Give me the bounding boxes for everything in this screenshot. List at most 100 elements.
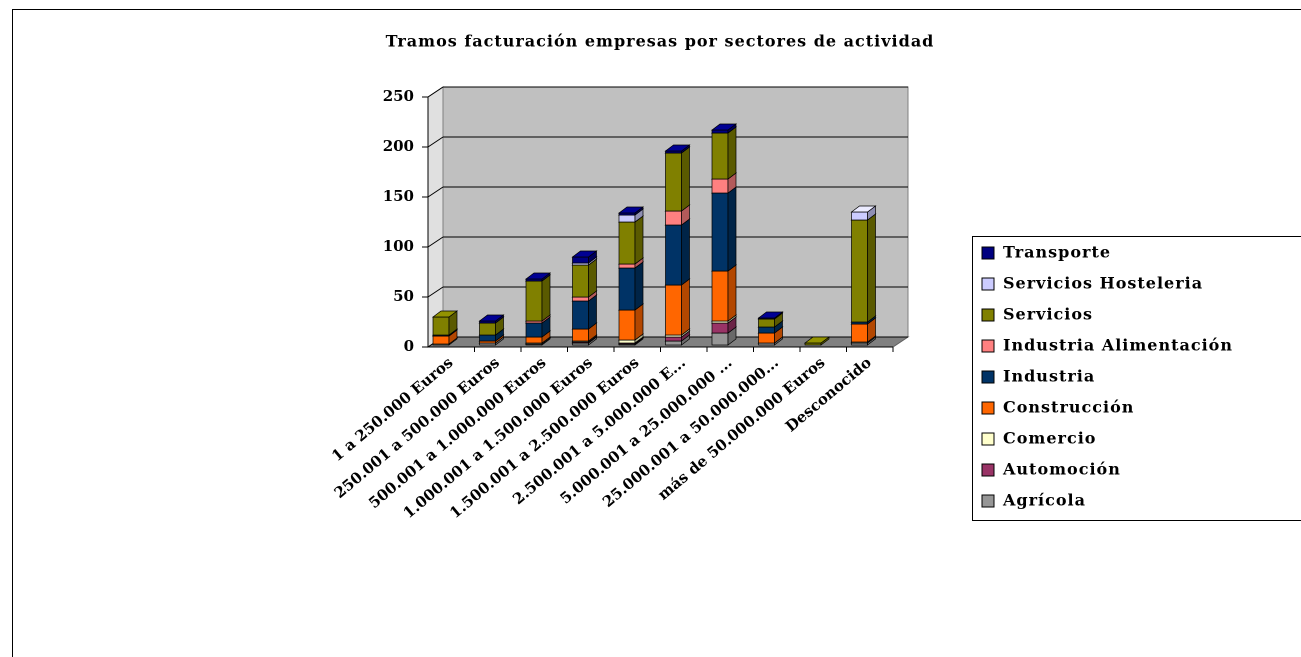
legend-label: Comercio <box>1003 429 1096 448</box>
legend-swatch <box>981 494 995 508</box>
bar <box>432 316 450 336</box>
bar-segment <box>431 310 459 336</box>
bar-top <box>803 336 831 344</box>
bar-side <box>681 146 690 212</box>
bar <box>665 152 682 212</box>
bar-segment <box>524 274 552 322</box>
grid-line-side <box>427 236 444 248</box>
bar <box>618 267 636 311</box>
bar-side <box>681 278 690 336</box>
bar-segment <box>710 264 738 322</box>
bar <box>572 264 589 298</box>
bar <box>665 340 682 346</box>
bar-segment <box>617 261 645 311</box>
legend-label: Automoción <box>1002 460 1121 479</box>
bar <box>851 219 868 323</box>
bar-segment <box>664 144 691 154</box>
grid-line-side <box>427 286 444 298</box>
legend-swatch <box>981 432 995 446</box>
legend-label: Transporte <box>1003 243 1111 262</box>
bar <box>711 132 729 180</box>
bar <box>618 221 636 265</box>
bar-segment <box>757 311 784 320</box>
bar <box>479 334 496 342</box>
bar-side <box>727 186 737 272</box>
bar-top <box>524 272 552 280</box>
bar <box>711 332 729 346</box>
bar <box>665 210 682 226</box>
bar-segment <box>617 206 645 216</box>
bar-top <box>710 123 738 131</box>
bar-segment <box>710 186 738 272</box>
y-tick-label: 250 <box>383 87 414 105</box>
bar <box>851 323 868 343</box>
bar-segment <box>617 215 645 265</box>
legend-box <box>972 236 1301 521</box>
legend-label: Servicios Hosteleria <box>1003 274 1203 293</box>
legend-swatch <box>981 277 995 291</box>
bar <box>572 256 589 264</box>
y-tick-label: 200 <box>383 137 414 155</box>
legend-label: Industria Alimentación <box>1003 336 1233 355</box>
bar-side <box>727 264 737 322</box>
y-tick-label: 50 <box>393 287 414 305</box>
bar-side <box>588 258 597 298</box>
bar-top <box>478 314 505 322</box>
legend-label: Servicios <box>1003 305 1093 324</box>
bar <box>572 300 589 330</box>
bar-top <box>757 311 784 319</box>
bar <box>618 263 636 269</box>
bar <box>711 178 729 194</box>
bar <box>758 332 775 344</box>
grid-line-side <box>427 86 444 98</box>
legend-swatch <box>981 246 995 260</box>
bar-segment <box>664 278 691 336</box>
bar-segment <box>664 146 691 212</box>
bar <box>711 322 729 334</box>
bar-segment <box>850 213 877 323</box>
bar-segment <box>664 218 691 286</box>
legend-swatch <box>981 308 995 322</box>
bar-segment <box>524 272 552 282</box>
bar-side <box>541 274 551 322</box>
bar <box>479 322 496 336</box>
bar-top <box>571 250 598 258</box>
bar-segment <box>803 336 831 346</box>
chart-title: Tramos facturación empresas por sectores… <box>386 32 935 51</box>
bar-segment <box>710 126 738 180</box>
bar <box>618 214 636 223</box>
bar <box>758 326 775 334</box>
bar-side <box>634 261 644 311</box>
bar <box>665 224 682 286</box>
bar <box>665 284 682 336</box>
bar <box>525 280 543 322</box>
bar-top <box>617 206 645 214</box>
y-tick-label: 150 <box>383 187 414 205</box>
side-wall <box>427 86 444 348</box>
legend-swatch <box>981 339 995 353</box>
bar-segment <box>478 314 505 324</box>
bar-top <box>850 205 877 213</box>
bar <box>711 129 729 134</box>
bar-side <box>634 215 644 265</box>
legend-label: Construcción <box>1003 398 1134 417</box>
bar <box>572 328 589 342</box>
bar <box>711 270 729 322</box>
legend-label: Agrícola <box>1002 491 1086 510</box>
bar <box>525 322 543 338</box>
bar <box>711 192 729 272</box>
bar-top <box>431 310 459 318</box>
grid-line-side <box>427 136 444 148</box>
y-tick-label: 100 <box>383 237 414 255</box>
legend-swatch <box>981 370 995 384</box>
y-tick-label: 0 <box>404 337 414 355</box>
bar-segment <box>571 250 598 264</box>
bar <box>525 336 543 344</box>
bar <box>665 336 682 342</box>
bar <box>618 309 636 341</box>
legend-swatch <box>981 463 995 477</box>
bar-side <box>867 213 876 323</box>
bar-side <box>727 126 737 180</box>
bar-segment <box>850 205 877 221</box>
